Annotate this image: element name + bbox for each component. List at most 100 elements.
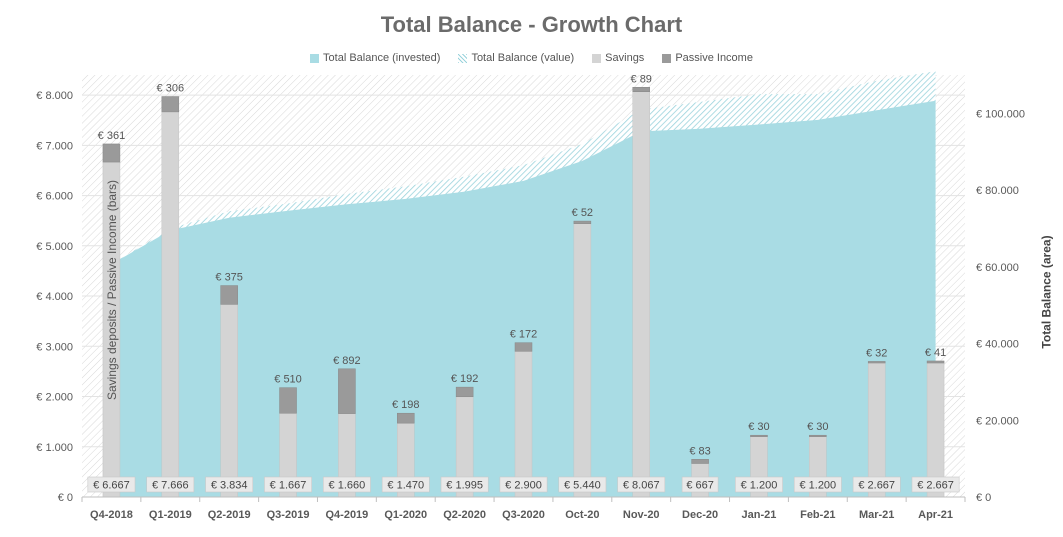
y-tick-label-right: € 80.000 [976, 185, 1019, 197]
bar-passive-income [632, 87, 650, 92]
data-label-savings-group: € 1.200 [793, 476, 842, 493]
y-tick-label-left: € 0 [58, 492, 73, 504]
bar-passive-income [338, 368, 356, 414]
data-label-savings: € 3.834 [211, 480, 248, 492]
data-label-savings-group: € 8.067 [617, 476, 666, 493]
data-label-savings: € 1.667 [270, 480, 307, 492]
data-label-savings: € 7.666 [152, 480, 189, 492]
bar-passive-income [220, 285, 238, 305]
bar-savings [632, 91, 650, 498]
x-tick-label: Apr-21 [918, 509, 953, 521]
data-label-savings-box [381, 476, 430, 493]
data-label-savings-box [911, 476, 960, 493]
data-label-savings-box [852, 476, 901, 493]
y-tick-label-left: € 5.000 [36, 241, 73, 253]
data-label-savings-group: € 7.666 [146, 476, 195, 493]
data-label-passive-income: € 361 [98, 130, 126, 142]
data-label-savings: € 2.900 [505, 480, 542, 492]
data-label-passive-income: € 306 [157, 83, 185, 95]
data-label-passive-income: € 510 [274, 374, 302, 386]
data-label-passive-income: € 32 [866, 347, 887, 359]
data-label-savings-group: € 6.667 [87, 476, 136, 493]
bar-passive-income [514, 342, 533, 352]
data-label-savings-group: € 2.667 [852, 476, 901, 493]
x-tick-label: Oct-20 [565, 509, 599, 521]
data-label-savings: € 1.200 [741, 480, 778, 492]
data-label-savings-group: € 1.660 [322, 476, 371, 493]
data-label-savings: € 1.660 [329, 480, 366, 492]
data-label-savings-box [793, 476, 842, 493]
data-label-savings-group: € 1.470 [381, 476, 430, 493]
bar-passive-income [279, 387, 297, 414]
x-tick-label: Q4-2019 [325, 509, 368, 521]
data-label-savings-box [499, 476, 548, 493]
data-label-savings-box [205, 476, 254, 493]
bar-passive-income [867, 361, 886, 364]
bar-passive-income [750, 434, 768, 437]
bar-passive-income [102, 143, 121, 163]
x-tick-label: Jan-21 [742, 509, 777, 521]
data-label-passive-income: € 41 [925, 347, 946, 359]
legend-swatch-invested [310, 53, 320, 63]
data-label-passive-income: € 30 [748, 421, 769, 433]
legend-swatch-passive [662, 53, 672, 63]
data-label-savings-box [440, 476, 489, 493]
data-label-passive-income: € 52 [572, 207, 593, 219]
y-tick-label-left: € 2.000 [36, 392, 73, 404]
x-tick-label: Q3-2019 [267, 509, 310, 521]
bar-savings [220, 304, 238, 498]
x-tick-label: Dec-20 [682, 509, 718, 521]
legend-label-invested: Total Balance (invested) [323, 52, 441, 64]
data-label-savings: € 1.200 [799, 480, 836, 492]
data-label-passive-income: € 192 [451, 373, 479, 385]
data-label-passive-income: € 198 [392, 399, 420, 411]
data-label-savings-group: € 667 [681, 476, 719, 493]
area-total-balance-invested [111, 100, 936, 497]
legend-label-savings: Savings [605, 52, 645, 64]
bar-passive-income [161, 96, 180, 113]
y-tick-label-left: € 7.000 [36, 140, 73, 152]
legend-item-value: Total Balance (value) [458, 52, 574, 64]
legend-label-passive: Passive Income [675, 52, 753, 64]
x-tick-label: Q3-2020 [502, 509, 545, 521]
legend-item-passive: Passive Income [662, 52, 753, 64]
data-label-savings: € 5.440 [564, 480, 601, 492]
y-tick-label-left: € 1.000 [36, 442, 73, 454]
legend-label-value: Total Balance (value) [471, 52, 575, 64]
bar-savings [573, 223, 592, 498]
data-label-savings-group: € 5.440 [558, 476, 607, 493]
y-axis-title-right: Total Balance (area) [1039, 235, 1054, 349]
bar-passive-income [455, 386, 474, 398]
bar-savings [514, 351, 533, 498]
y-axis-title-left: Savings deposits / Passive Income (bars) [105, 179, 120, 401]
data-label-savings-box [322, 476, 371, 493]
data-label-savings: € 2.667 [858, 480, 895, 492]
y-tick-label-left: € 3.000 [36, 341, 73, 353]
data-label-passive-income: € 892 [333, 355, 361, 367]
data-label-savings-group: € 1.667 [264, 476, 312, 493]
x-tick-label: Mar-21 [859, 509, 894, 521]
y-tick-label-right: € 0 [976, 492, 991, 504]
data-label-savings-group: € 2.667 [911, 476, 960, 493]
bar-passive-income [809, 434, 827, 437]
y-tick-label-right: € 100.000 [976, 108, 1025, 120]
bar-savings [161, 111, 180, 498]
legend-swatch-savings [592, 53, 602, 63]
x-tick-label: Nov-20 [623, 509, 660, 521]
data-label-passive-income: € 83 [689, 445, 710, 457]
data-label-savings-group: € 1.995 [440, 476, 489, 493]
x-tick-label: Q1-2019 [149, 509, 192, 521]
data-label-savings: € 1.995 [446, 480, 483, 492]
legend: Total Balance (invested) Total Balance (… [0, 52, 1063, 64]
bar-passive-income [691, 459, 709, 464]
x-tick-label: Feb-21 [800, 509, 835, 521]
x-tick-label: Q1-2020 [384, 509, 427, 521]
bar-passive-income [573, 220, 592, 224]
y-tick-label-left: € 6.000 [36, 191, 73, 203]
legend-item-invested: Total Balance (invested) [310, 52, 440, 64]
data-label-savings: € 1.470 [387, 480, 424, 492]
data-label-savings: € 8.067 [623, 480, 660, 492]
data-label-savings-box [264, 476, 312, 493]
chart-title: Total Balance - Growth Chart [380, 12, 683, 37]
